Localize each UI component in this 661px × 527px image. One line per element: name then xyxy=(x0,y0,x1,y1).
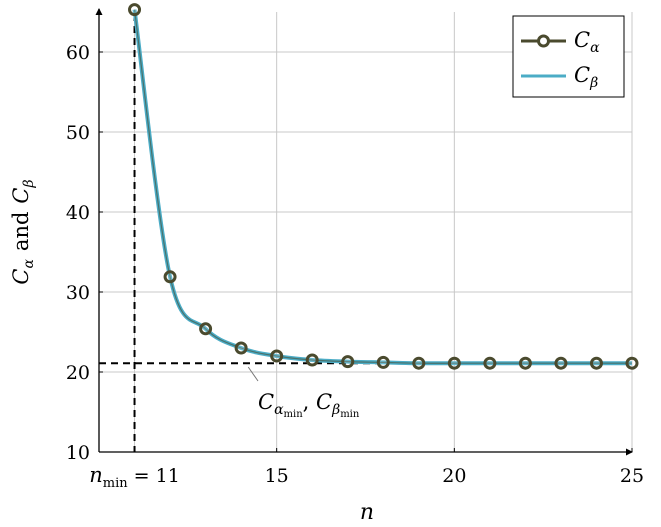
y-tick-label: 20 xyxy=(66,362,90,384)
annotation-sub-beta: β xyxy=(331,402,340,418)
x-tick-n: n xyxy=(89,463,103,487)
x-axis-arrow xyxy=(626,448,633,456)
data-point-c-alpha xyxy=(554,356,568,370)
x-tick-n-sub: min xyxy=(103,476,128,491)
x-tick-n-value: = 11 xyxy=(128,465,180,487)
x-tick-label-n-min: nmin = 11 xyxy=(89,463,180,491)
x-tick-label: 25 xyxy=(620,465,644,487)
data-point-c-alpha xyxy=(270,349,284,363)
data-point-c-alpha xyxy=(234,341,248,355)
data-point-c-alpha xyxy=(305,353,319,367)
svg-text:CαandCβ: Cα and Cβ xyxy=(9,179,37,284)
annotation-c1: C xyxy=(258,390,274,414)
data-point-c-alpha xyxy=(376,355,390,369)
annotation-sub-min-2: min xyxy=(340,409,360,420)
y-label-sub-alpha: α xyxy=(21,259,37,269)
annotation: Cαmin, Cβmin xyxy=(247,366,360,420)
annotation-pointer xyxy=(247,366,259,382)
data-point-c-alpha xyxy=(199,322,213,336)
data-point-c-alpha xyxy=(163,270,177,284)
y-tick-label: 40 xyxy=(66,202,90,224)
legend-marker-c-alpha xyxy=(537,34,550,48)
y-tick-label: 60 xyxy=(66,42,90,64)
data-point-c-alpha xyxy=(341,355,355,369)
annotation-separator: , xyxy=(303,390,316,414)
y-label-c1: C xyxy=(9,269,33,285)
y-axis-label: Cα and Cβ xyxy=(9,179,37,284)
data-point-c-alpha xyxy=(483,356,497,370)
data-point-c-alpha xyxy=(447,356,461,370)
y-tick-label: 10 xyxy=(66,442,90,464)
y-tick-label: 30 xyxy=(66,282,90,304)
y-label-sub-beta: β xyxy=(21,179,37,188)
annotation-sub-min-1: min xyxy=(284,409,304,420)
y-label-c2: C xyxy=(9,187,33,203)
annotation-c2: C xyxy=(316,390,332,414)
x-axis-label: n xyxy=(360,500,374,525)
y-label-and: and xyxy=(9,212,33,252)
data-point-c-alpha xyxy=(518,356,532,370)
data-point-c-alpha xyxy=(412,356,426,370)
legend-label-c-beta: Cβ xyxy=(574,63,598,91)
axes xyxy=(95,8,633,456)
annotation-sub-alpha: α xyxy=(274,402,284,418)
data-point-c-alpha xyxy=(625,356,639,370)
y-axis-arrow xyxy=(95,8,103,15)
series-c-alpha xyxy=(128,3,639,370)
series-line-c-alpha xyxy=(133,9,632,364)
x-tick-label: 20 xyxy=(442,465,466,487)
legend: Cα Cβ xyxy=(512,15,625,98)
annotation-label: Cαmin, Cβmin xyxy=(258,390,360,420)
x-tick-label: 15 xyxy=(265,465,289,487)
data-point-c-alpha xyxy=(128,3,142,17)
legend-box xyxy=(512,15,625,98)
data-point-c-alpha xyxy=(589,356,603,370)
y-tick-label: 50 xyxy=(66,122,90,144)
legend-label-c-alpha: Cα xyxy=(574,28,600,56)
